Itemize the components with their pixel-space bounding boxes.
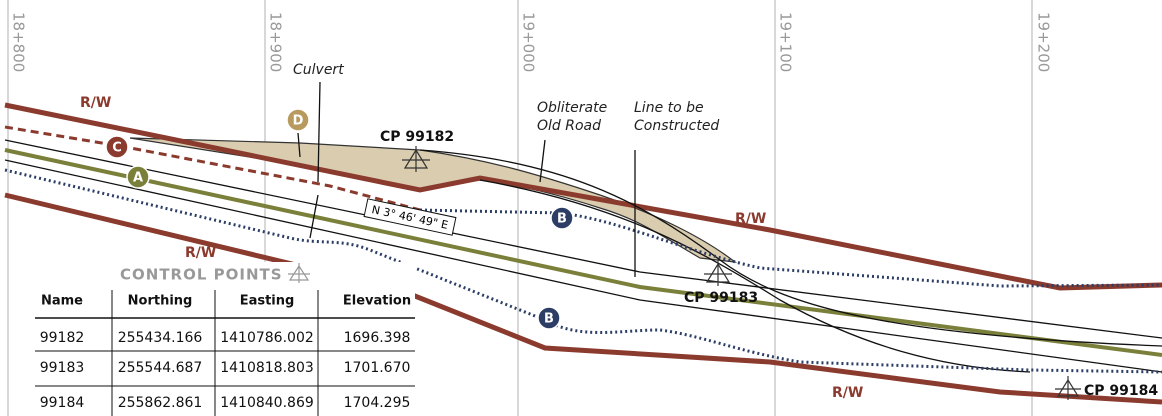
table-cell: 1701.670 (344, 360, 411, 376)
cp-symbol (704, 260, 732, 286)
table-header: Easting (240, 294, 295, 309)
station-label: 18+800 (10, 12, 28, 72)
bearing-frame (363, 198, 457, 236)
station-label: 19+200 (1035, 12, 1053, 72)
road-line (4, 139, 1162, 339)
marker (286, 108, 310, 132)
right-of-way-top (4, 102, 1162, 291)
marker-letter: B (557, 212, 567, 227)
leader (309, 194, 319, 239)
annotation: Line to be (634, 100, 704, 116)
marker (105, 135, 129, 159)
table-header: Northing (128, 294, 193, 309)
annotation: Old Road (537, 118, 601, 134)
annotation: Obliterate (537, 100, 607, 116)
marker-letter: D (293, 114, 304, 129)
marker (126, 165, 150, 189)
new-road-line (479, 179, 1031, 373)
right-of-way-label: R/W (80, 95, 111, 111)
table-cell: 255862.861 (118, 395, 203, 411)
table-cell: 1410786.002 (220, 330, 314, 346)
table-cell: 1410818.803 (220, 360, 314, 376)
leader (317, 81, 321, 183)
centerline (4, 148, 1162, 357)
right-of-way-label: R/W (735, 211, 766, 227)
marker (550, 206, 574, 230)
control-point-label: CP 99184 (1084, 383, 1158, 399)
marker-letter: C (112, 141, 122, 156)
leader (539, 139, 546, 183)
slope-limit (4, 168, 1162, 374)
table-cell: 255434.166 (118, 330, 203, 346)
right-of-way-label: R/W (185, 245, 216, 261)
marker (537, 306, 561, 330)
table-cell: 1410840.869 (220, 395, 314, 411)
table-cell: 99183 (40, 360, 85, 376)
control-point-label: CP 99183 (684, 290, 758, 306)
leaders (297, 81, 636, 277)
marker-letter: A (133, 171, 143, 186)
control-points-title: CONTROL POINTS (120, 266, 283, 284)
table-cell: 99182 (40, 330, 85, 346)
marker-letter: B (544, 312, 554, 327)
table-cell: 99184 (40, 395, 85, 411)
control-points-table: Name Northing Easting Elevation 99182 255434.… (35, 290, 415, 416)
new-road-line (419, 149, 1162, 347)
table-header: Name (41, 294, 83, 309)
station-label: 18+900 (267, 12, 285, 72)
cp-symbols (402, 146, 1081, 400)
table-header: Elevation (343, 294, 411, 309)
station-label: 19+100 (777, 12, 795, 72)
cp-symbol (1055, 376, 1081, 400)
station-label: 19+000 (520, 12, 538, 72)
control-point-label: CP 99182 (380, 129, 454, 145)
cp-legend-symbol (288, 263, 310, 283)
leader (297, 132, 301, 158)
table-cell: 255544.687 (118, 360, 203, 376)
right-of-way-label: R/W (832, 385, 863, 401)
annotation: Constructed (634, 118, 719, 134)
table-background (30, 262, 415, 416)
road-line (4, 159, 1162, 373)
table-cell: 1696.398 (344, 330, 411, 346)
old-road-edge (4, 125, 421, 212)
cp-symbol (402, 146, 430, 172)
slope-limit (419, 208, 1162, 288)
table-cell: 1704.295 (344, 395, 411, 411)
annotation: Culvert (293, 62, 344, 78)
